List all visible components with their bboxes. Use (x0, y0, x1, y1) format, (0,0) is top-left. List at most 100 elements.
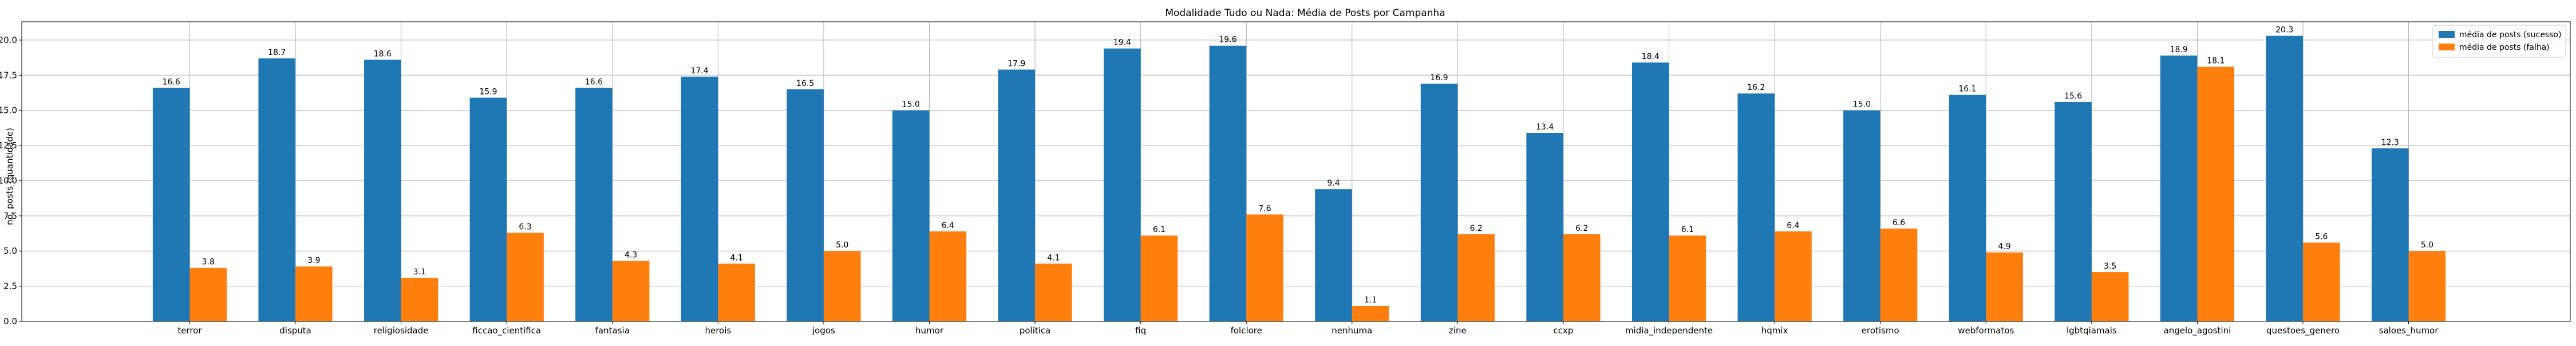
bar-value-label: 3.1 (413, 268, 426, 277)
x-tick-label: disputa (279, 325, 311, 336)
bar-value-label: 17.4 (690, 66, 708, 76)
bar-value-label: 18.7 (268, 48, 286, 57)
bar-value-label: 1.1 (1364, 296, 1377, 305)
bar (1246, 214, 1283, 321)
x-tick-label: lgbtqiamais (2067, 325, 2117, 336)
bar (364, 60, 401, 321)
x-tick-label: ccxp (1554, 325, 1574, 336)
x-tick-label: angelo_agostini (2164, 325, 2231, 336)
bar-value-label: 18.9 (2170, 45, 2188, 54)
y-axis-label: no. posts (quantidade) (5, 128, 15, 225)
bar-value-label: 13.4 (1536, 123, 1554, 132)
bar (2266, 36, 2304, 322)
bar-value-label: 19.4 (1113, 38, 1131, 48)
chart-title: Modalidade Tudo ou Nada: Média de Posts … (1165, 7, 1445, 19)
bar-value-label: 18.1 (2207, 57, 2225, 66)
value-labels: 16.6 18.7 18.6 15.9 16.6 17.4 16.5 15.0 17.9 19.4… (163, 26, 2433, 305)
bar (998, 69, 1036, 321)
bar-value-label: 16.6 (163, 77, 180, 86)
x-tick-label: questoes_genero (2266, 325, 2340, 336)
x-tick-label: midia_independente (1625, 325, 1713, 336)
bar (2160, 55, 2198, 322)
bar-value-label: 4.1 (1047, 253, 1060, 262)
bar (823, 251, 861, 321)
y-tick-label: 20.0 (0, 35, 17, 45)
bar (189, 268, 227, 321)
bar-value-label: 5.0 (2421, 241, 2433, 250)
bar-value-label: 20.3 (2275, 26, 2293, 35)
bar-value-label: 6.1 (1681, 225, 1694, 234)
bar (1880, 228, 1918, 321)
bar (1104, 48, 1141, 321)
bar (1737, 93, 1775, 322)
bar (1035, 264, 1072, 321)
bar (718, 264, 755, 321)
x-tick-label: herois (705, 325, 731, 336)
bar-value-label: 6.3 (519, 222, 531, 231)
bar-value-label: 9.4 (1327, 179, 1340, 188)
y-tick-label: 5.0 (3, 246, 17, 256)
bar (787, 89, 824, 321)
bar-value-label: 4.1 (730, 253, 743, 262)
x-tick-label: jogos (812, 325, 835, 336)
plot-frame (21, 21, 2571, 322)
bar (2408, 251, 2446, 321)
bar (401, 277, 438, 321)
legend-box (2432, 25, 2566, 58)
bar-value-label: 15.0 (1853, 100, 1871, 109)
bar-value-label: 16.1 (1958, 85, 1976, 94)
bar-value-label: 5.6 (2315, 232, 2328, 241)
y-tick-label: 0.0 (3, 316, 17, 327)
bar-value-label: 16.6 (585, 77, 603, 86)
bar-value-label: 3.8 (202, 258, 215, 267)
bar (1563, 234, 1601, 321)
axes: 0.0 2.5 5.0 7.5 10.0 12.5 15.0 17.5 20.0 terror di… (0, 21, 2571, 336)
bar (575, 88, 613, 322)
bars (152, 36, 2446, 322)
x-tick-label: religiosidade (374, 325, 429, 336)
bar-value-label: 16.2 (1747, 83, 1765, 92)
y-tick-label: 15.0 (0, 105, 17, 116)
bar-value-label: 15.6 (2064, 92, 2082, 101)
x-tick-label: fantasia (595, 325, 630, 336)
bar (1352, 305, 1389, 321)
bar-value-label: 16.5 (796, 79, 814, 88)
x-tick-label: erotismo (1862, 325, 1899, 336)
x-tick-label: nenhuma (1332, 325, 1372, 336)
bar-value-label: 19.6 (1219, 36, 1236, 45)
bar (1315, 189, 1352, 321)
bar-value-label: 15.9 (479, 88, 497, 97)
x-tick-label: politica (1020, 325, 1051, 336)
bar (612, 261, 650, 321)
bar-value-label: 12.3 (2381, 138, 2399, 147)
bar (2055, 101, 2092, 321)
y-tick-label: 12.5 (0, 140, 17, 151)
bar (2371, 148, 2409, 321)
bar (152, 88, 190, 322)
bar (1209, 45, 1247, 321)
bar (2091, 272, 2129, 321)
legend-swatch (2439, 44, 2455, 50)
y-tick-label: 7.5 (3, 211, 17, 221)
bar (1669, 235, 1706, 321)
bar-value-label: 3.5 (2104, 262, 2116, 271)
bar-value-label: 18.6 (374, 49, 392, 58)
bar (1949, 95, 1986, 321)
legend-entry-label: média de posts (falha) (2459, 43, 2550, 52)
bar-value-label: 18.4 (1642, 52, 1660, 61)
x-tick-label: fiq (1135, 325, 1146, 336)
legend: média de posts (sucesso) média de posts (… (2432, 25, 2566, 58)
x-tick-label: terror (177, 325, 202, 336)
bar (892, 110, 930, 322)
bar (258, 58, 296, 321)
bar (1631, 62, 1669, 321)
bar (1775, 231, 1812, 321)
x-tick-label: saloes_humor (2379, 325, 2439, 336)
bar-value-label: 17.9 (1008, 59, 1025, 68)
bar (2197, 66, 2235, 322)
bar (1420, 84, 1458, 322)
bar-value-label: 15.0 (902, 100, 920, 109)
bar-value-label: 7.6 (1258, 204, 1271, 213)
